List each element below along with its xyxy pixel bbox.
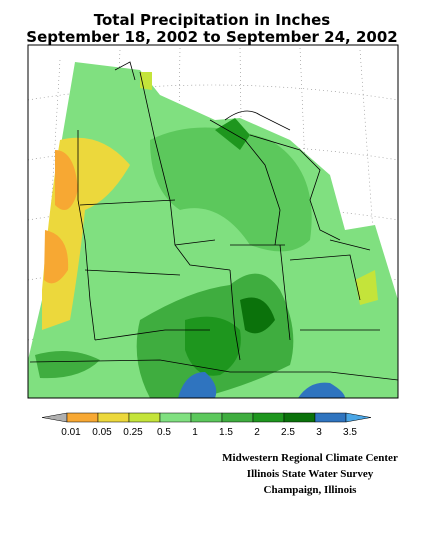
precip-zone [150,127,312,252]
legend-swatch [345,412,372,423]
precip-zone [355,270,378,305]
precip-field [28,62,398,398]
precip-zone [44,230,69,284]
title-line: Total Precipitation in Inches [94,11,331,29]
legend-swatch [252,412,285,423]
legend-swatch [283,412,316,423]
credit: Champaign, Illinois [264,484,358,496]
precip-zone [35,351,100,379]
title-line: September 18, 2002 to September 24, 2002 [26,28,397,46]
legend-label: 0.5 [157,427,171,438]
legend-label: 3 [316,427,322,438]
precip-zone [178,372,217,398]
precip-zone [240,297,275,334]
legend-label: 2 [254,427,260,438]
legend-swatch [221,412,254,423]
boundary [29,61,399,381]
legend-label: 2.5 [281,427,295,438]
map-frame [27,44,399,399]
map [27,44,399,399]
precip-zone [185,316,241,376]
legend-label: 1.5 [219,427,233,438]
legend-swatch [97,412,130,423]
legend-label: 0.25 [123,427,143,438]
credit: Illinois State Water Survey [247,468,374,480]
legend-label: 0.01 [61,427,81,438]
precip-zone [298,382,345,398]
legend-label: 0.05 [92,427,112,438]
legend-swatch [314,412,347,423]
legend-swatch [190,412,223,423]
credit: Midwestern Regional Climate Center [222,452,398,464]
legend-swatch [128,412,161,423]
legend-label: 3.5 [343,427,357,438]
legend: 0.01 0.05 0.25 0.5 1 1.5 2 2.5 3 3.5 [41,412,372,438]
precip-zone [55,150,78,210]
precip-zone [215,118,250,150]
legend-label: 1 [192,427,198,438]
legend-swatch [159,412,192,423]
legend-swatch [41,412,68,423]
legend-swatch [66,412,99,423]
